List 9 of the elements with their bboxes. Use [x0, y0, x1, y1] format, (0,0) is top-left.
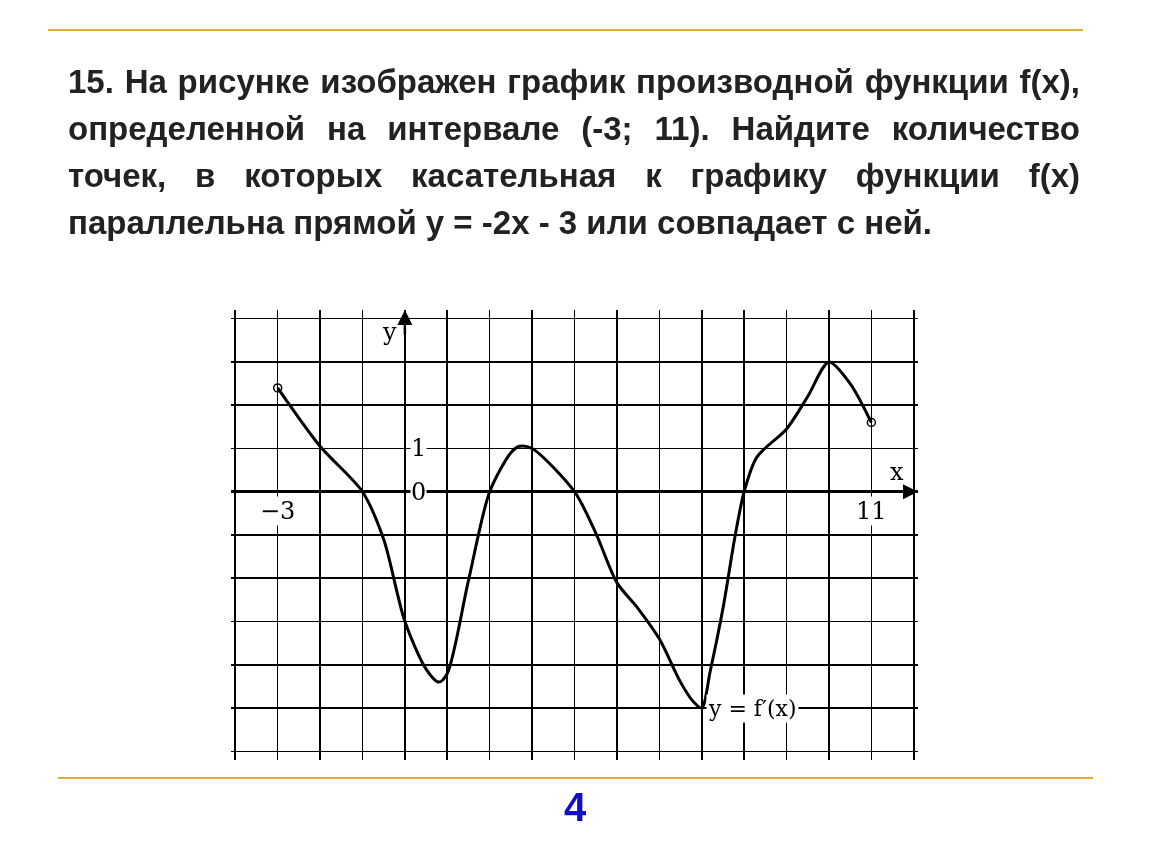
- x-axis-title: x: [890, 458, 904, 486]
- text: 4: [562, 785, 588, 830]
- annotation: y = f′(x): [708, 696, 797, 721]
- x-tick-label: −3: [260, 497, 296, 525]
- y-tick-label: 1: [411, 434, 427, 462]
- x-tick-label: 11: [856, 497, 887, 525]
- chart-title: 15. На рисунке изображен график производной функции f(x), определенной на интервале (-3; 11). Найдите количество точек, в которых касательная к графику функции f(x) параллельна прямой y = -2x - 3 или совпадает с ней.: [68, 62, 1080, 243]
- y-tick-label: 0: [411, 478, 427, 506]
- y-axis-title: y: [382, 318, 397, 346]
